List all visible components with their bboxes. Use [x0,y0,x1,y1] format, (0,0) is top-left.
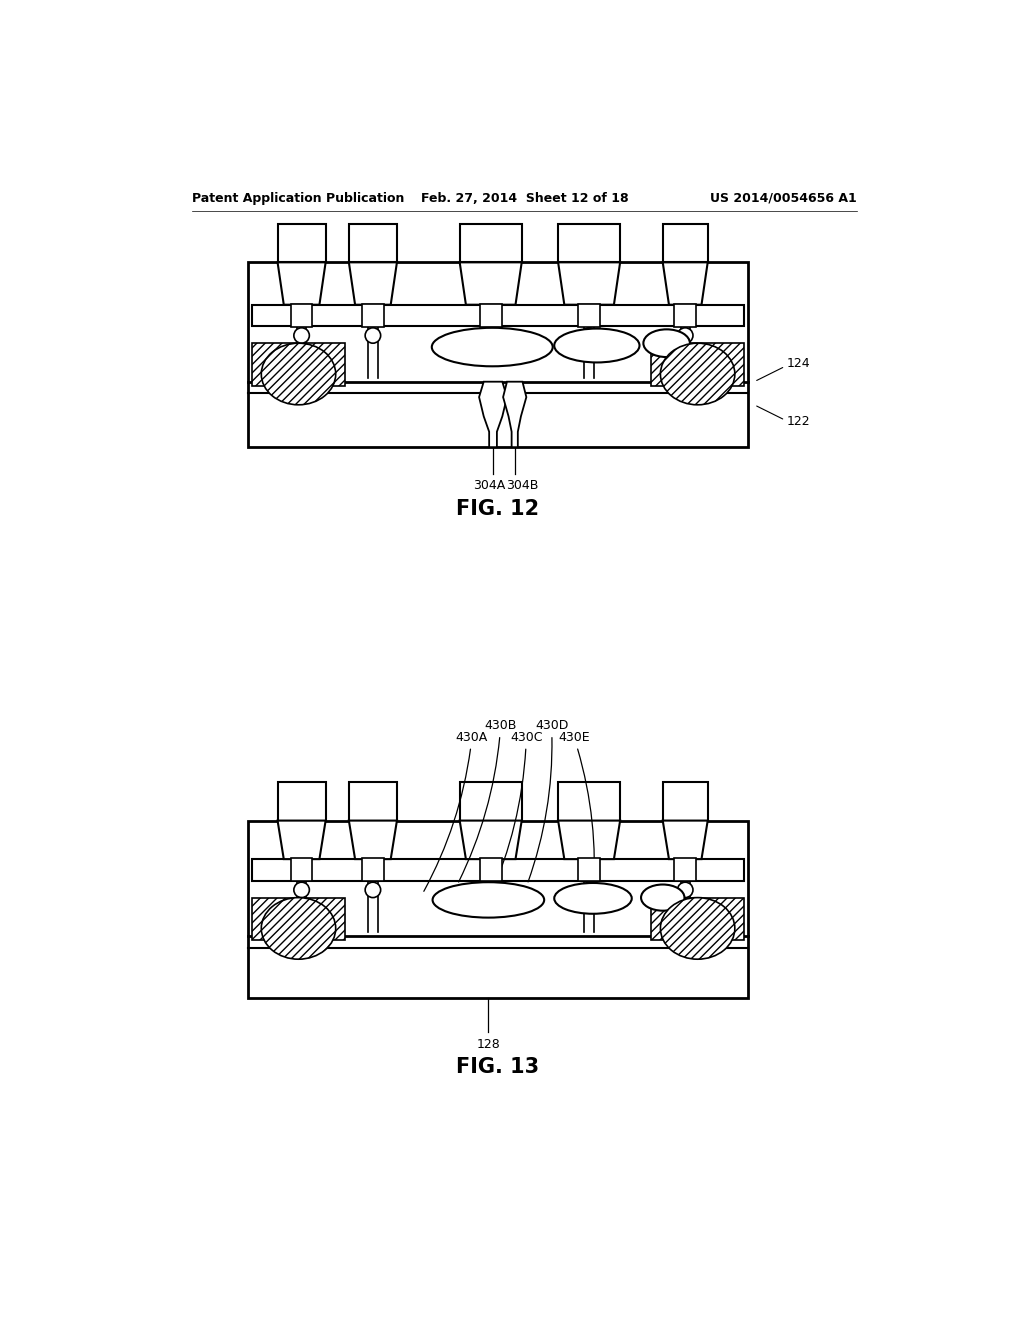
Bar [663,224,708,263]
Polygon shape [278,821,326,859]
Ellipse shape [554,883,632,913]
Text: 430A: 430A [424,730,488,891]
Text: 124: 124 [786,358,810,371]
Text: 430C: 430C [489,730,543,898]
Ellipse shape [641,884,684,911]
Polygon shape [479,381,507,447]
Bar [248,821,748,998]
Ellipse shape [678,327,693,343]
Ellipse shape [432,882,544,917]
Polygon shape [278,263,326,305]
Bar [579,304,600,327]
Bar [675,304,696,327]
Bar [460,224,521,263]
Bar [278,224,326,263]
Polygon shape [460,821,521,859]
Ellipse shape [261,343,336,405]
Text: 430E: 430E [558,730,594,895]
Ellipse shape [294,882,309,898]
Text: Feb. 27, 2014  Sheet 12 of 18: Feb. 27, 2014 Sheet 12 of 18 [421,191,629,205]
Text: FIG. 12: FIG. 12 [456,499,540,519]
Ellipse shape [678,882,693,898]
Bar [558,781,621,821]
Polygon shape [663,263,708,305]
Bar [252,898,345,940]
Text: Patent Application Publication: Patent Application Publication [193,191,404,205]
Bar [291,304,312,327]
Bar [651,898,744,940]
Text: 122: 122 [786,416,810,428]
Bar [675,858,696,882]
Bar [579,858,600,882]
Bar [278,781,326,821]
Text: 430B: 430B [459,719,517,882]
Bar [349,781,397,821]
Ellipse shape [261,898,336,960]
Text: 304A: 304A [473,479,505,492]
Ellipse shape [660,343,735,405]
Bar [651,343,744,385]
Ellipse shape [643,330,690,358]
Bar [349,224,397,263]
Bar [252,859,744,880]
Bar [480,858,502,882]
Polygon shape [558,821,621,859]
Ellipse shape [582,882,597,898]
Polygon shape [349,821,397,859]
Text: 430D: 430D [528,719,568,882]
Bar [558,224,621,263]
Ellipse shape [432,327,553,367]
Bar [252,343,345,385]
Bar [663,781,708,821]
Text: 128: 128 [476,1038,501,1051]
Bar [248,263,748,447]
Bar [252,305,744,326]
Ellipse shape [294,327,309,343]
Ellipse shape [366,327,381,343]
Text: 304B: 304B [506,479,539,492]
Ellipse shape [582,327,597,343]
Ellipse shape [554,329,640,363]
Polygon shape [503,381,526,447]
Bar [362,304,384,327]
Ellipse shape [366,882,381,898]
Ellipse shape [660,898,735,960]
Bar [291,858,312,882]
Polygon shape [663,821,708,859]
Bar [460,781,521,821]
Text: US 2014/0054656 A1: US 2014/0054656 A1 [710,191,856,205]
Polygon shape [558,263,621,305]
Text: FIG. 13: FIG. 13 [456,1057,540,1077]
Bar [480,304,502,327]
Bar [362,858,384,882]
Polygon shape [349,263,397,305]
Polygon shape [460,263,521,305]
